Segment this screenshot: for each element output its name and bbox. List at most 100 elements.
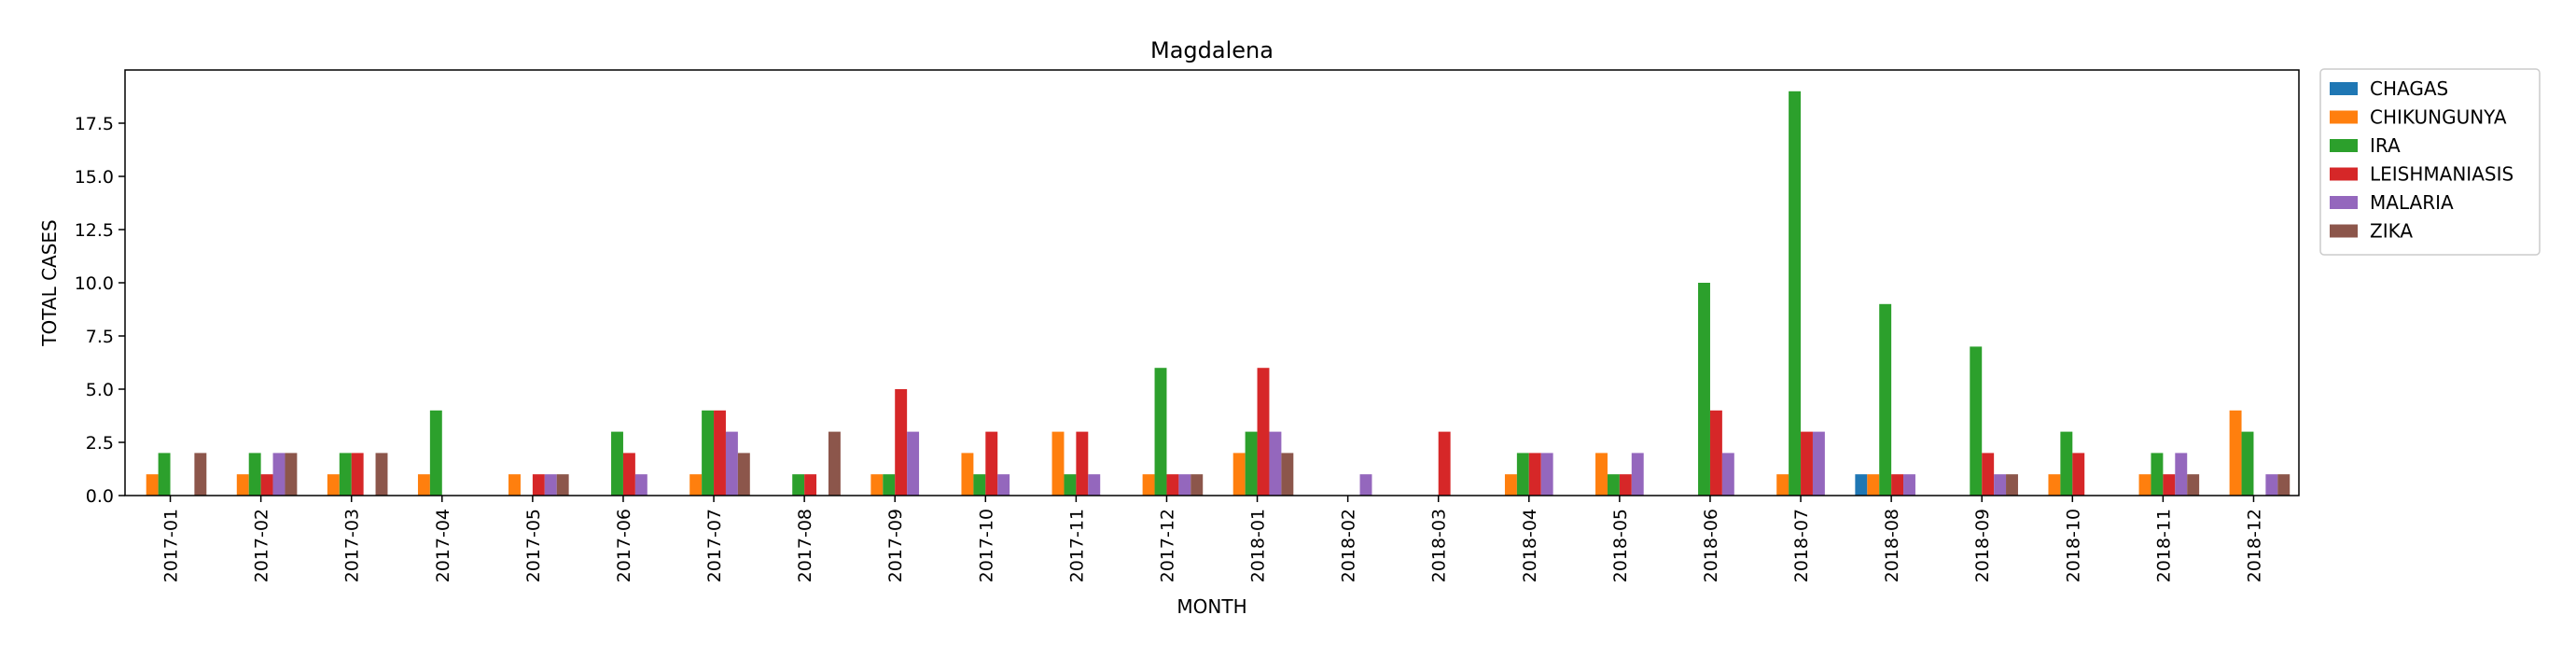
legend-swatch-ira	[2330, 139, 2358, 152]
bar-chikungunya-2018-12	[2229, 410, 2242, 496]
bar-zika-2018-12	[2277, 474, 2291, 496]
x-tick-label: 2018-05	[1610, 509, 1631, 582]
x-tick-label: 2017-05	[523, 509, 544, 582]
bar-leishmaniasis-2018-03	[1438, 431, 1451, 496]
bar-leishmaniasis-2018-05	[1619, 474, 1632, 496]
legend-frame	[2319, 68, 2541, 256]
bar-ira-2017-12	[1154, 368, 1167, 496]
bar-ira-2017-09	[883, 474, 896, 496]
x-tick-label: 2017-04	[433, 509, 453, 582]
x-tick-label: 2017-01	[161, 509, 182, 582]
bar-leishmaniasis-2017-07	[714, 410, 726, 496]
bar-malaria-2017-05	[544, 474, 557, 496]
bar-malaria-2017-10	[997, 474, 1010, 496]
bar-leishmaniasis-2018-06	[1709, 410, 1722, 496]
y-tick-label: 17.5	[75, 114, 114, 134]
x-tick-label: 2018-04	[1520, 509, 1540, 582]
bar-chikungunya-2018-04	[1504, 474, 1517, 496]
plot-area: 2017-01 2017-02 2017-03 2017-04 2017-05 2017-…	[75, 69, 2300, 582]
x-tick-label: 2017-08	[795, 509, 815, 582]
bar-ira-2018-07	[1789, 91, 1802, 496]
x-tick-label: 2018-01	[1248, 509, 1269, 582]
bar-zika-2017-02	[285, 453, 298, 496]
y-tick-label: 12.5	[75, 220, 114, 241]
bar-chikungunya-2017-05	[508, 474, 521, 496]
bar-leishmaniasis-2018-08	[1891, 474, 1904, 496]
bar-chikungunya-2017-11	[1051, 431, 1065, 496]
bar-chikungunya-2018-10	[2048, 474, 2061, 496]
bar-leishmaniasis-2017-12	[1166, 474, 1179, 496]
x-tick-label: 2017-09	[885, 509, 906, 582]
legend-swatch-zika	[2330, 224, 2358, 238]
bar-malaria-2018-07	[1812, 431, 1825, 496]
bar-ira-2017-10	[973, 474, 986, 496]
bar-chikungunya-2017-10	[961, 453, 974, 496]
bar-zika-2017-07	[737, 453, 750, 496]
bar-malaria-2017-02	[272, 453, 285, 496]
bar-leishmaniasis-2017-03	[351, 453, 364, 496]
bar-leishmaniasis-2017-08	[804, 474, 817, 496]
y-tick-label: 5.0	[86, 380, 114, 400]
bar-leishmaniasis-2018-11	[2163, 474, 2176, 496]
bar-ira-2018-06	[1698, 283, 1710, 496]
bar-chikungunya-2018-01	[1232, 453, 1246, 496]
bar-chikungunya-2017-04	[417, 474, 430, 496]
bar-malaria-2017-11	[1088, 474, 1101, 496]
chart-title: Magdalena	[1150, 37, 1274, 63]
x-axis-title: MONTH	[1177, 595, 1246, 618]
bar-malaria-2018-06	[1721, 453, 1734, 496]
bar-chikungunya-2017-07	[689, 474, 703, 496]
bar-leishmaniasis-2017-10	[985, 431, 998, 496]
bar-ira-2018-04	[1516, 453, 1529, 496]
bar-leishmaniasis-2018-10	[2072, 453, 2085, 496]
x-tick-label: 2018-03	[1429, 509, 1450, 582]
bar-ira-2017-03	[339, 453, 352, 496]
bar-chagas-2018-08	[1855, 474, 1868, 496]
bar-chikungunya-2018-08	[1867, 474, 1880, 496]
bar-malaria-2017-12	[1178, 474, 1191, 496]
bar-malaria-2018-08	[1903, 474, 1915, 496]
y-tick-label: 2.5	[86, 433, 114, 454]
legend-swatch-malaria	[2330, 196, 2358, 209]
bar-chikungunya-2018-11	[2138, 474, 2151, 496]
bar-malaria-2018-01	[1269, 431, 1282, 496]
bar-ira-2018-10	[2060, 431, 2073, 496]
bar-ira-2018-01	[1245, 431, 1258, 496]
bar-zika-2017-08	[828, 431, 841, 496]
legend-label-malaria: MALARIA	[2370, 191, 2454, 214]
bar-malaria-2017-07	[725, 431, 738, 496]
legend-label-leishmaniasis: LEISHMANIASIS	[2370, 163, 2513, 186]
bar-leishmaniasis-2018-07	[1801, 431, 1813, 496]
x-tick-label: 2018-11	[2153, 509, 2174, 582]
bar-leishmaniasis-2017-11	[1076, 431, 1089, 496]
plot-frame	[124, 69, 2300, 496]
bar-ira-2017-08	[792, 474, 805, 496]
y-axis-title: TOTAL CASES	[38, 219, 61, 346]
bar-chikungunya-2018-07	[1776, 474, 1789, 496]
bar-leishmaniasis-2017-02	[260, 474, 273, 496]
legend-swatch-chagas	[2330, 82, 2358, 95]
legend-label-zika: ZIKA	[2370, 220, 2413, 243]
bar-ira-2018-11	[2151, 453, 2164, 496]
bar-chikungunya-2017-01	[146, 474, 159, 496]
y-tick-label: 10.0	[75, 273, 114, 294]
legend-label-chagas: CHAGAS	[2370, 77, 2448, 100]
x-tick-label: 2018-09	[1972, 509, 1993, 582]
legend-swatch-leishmaniasis	[2330, 167, 2358, 181]
legend: CHAGAS CHIKUNGUNYA IRA LEISHMANIASIS MALARIA…	[2319, 68, 2541, 256]
x-tick-label: 2017-12	[1157, 509, 1177, 582]
bar-zika-2018-09	[2006, 474, 2018, 496]
bar-zika-2017-12	[1191, 474, 1204, 496]
bar-malaria-2018-02	[1359, 474, 1372, 496]
x-tick-label: 2017-10	[976, 509, 996, 582]
x-tick-label: 2017-06	[614, 509, 634, 582]
bar-zika-2017-03	[375, 453, 388, 496]
bar-malaria-2018-09	[1994, 474, 2007, 496]
x-tick-label: 2018-07	[1791, 509, 1812, 582]
bar-malaria-2018-12	[2265, 474, 2278, 496]
bar-ira-2017-07	[702, 410, 715, 496]
x-tick-label: 2018-08	[1882, 509, 1902, 582]
bar-leishmaniasis-2017-09	[895, 389, 908, 496]
